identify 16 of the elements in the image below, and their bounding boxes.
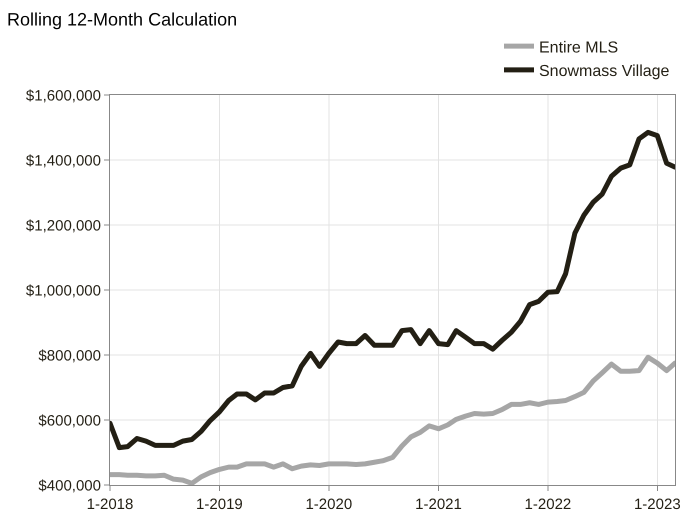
- x-tick-label: 1-2019: [196, 496, 243, 513]
- y-tick-label: $1,600,000: [26, 87, 101, 104]
- y-tick-label: $1,200,000: [26, 217, 101, 234]
- x-tick-label: 1-2021: [415, 496, 462, 513]
- y-tick-label: $600,000: [38, 412, 101, 430]
- x-tick-label: 1-2018: [86, 496, 134, 513]
- x-tick-label: 1-2023: [634, 496, 681, 513]
- x-tick-label: 1-2020: [305, 496, 352, 513]
- y-tick-label: $400,000: [38, 477, 101, 494]
- y-tick-label: $1,400,000: [26, 152, 101, 170]
- legend-label: Entire MLS: [539, 39, 618, 56]
- chart-title: Rolling 12-Month Calculation: [7, 10, 238, 30]
- x-tick-label: 1-2022: [524, 496, 572, 513]
- y-tick-label: $800,000: [38, 347, 101, 364]
- y-tick-label: $1,000,000: [26, 282, 101, 300]
- legend-label: Snowmass Village: [539, 63, 670, 80]
